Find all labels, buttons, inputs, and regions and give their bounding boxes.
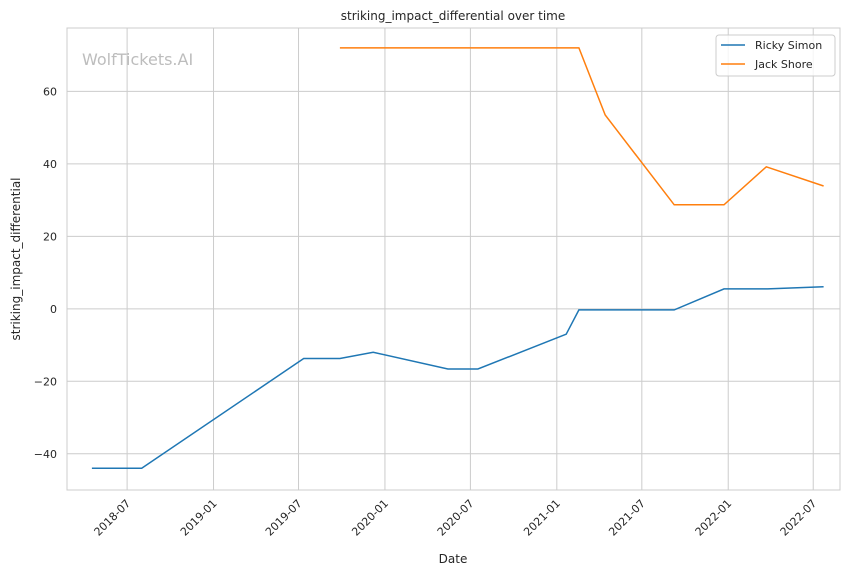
chart-title: striking_impact_differential over time	[341, 9, 566, 23]
y-tick-label: 60	[43, 85, 57, 98]
x-axis-label: Date	[439, 552, 468, 566]
x-tick-label: 2021-01	[521, 497, 563, 539]
watermark: WolfTickets.AI	[82, 50, 193, 69]
y-tick-label: 20	[43, 230, 57, 243]
legend-label-jack-shore: Jack Shore	[754, 58, 813, 71]
plot-frame	[66, 27, 841, 491]
legend: Ricky Simon Jack Shore	[715, 34, 836, 77]
y-tick-label: 0	[50, 303, 57, 316]
y-tick-label: 40	[43, 158, 57, 171]
y-axis-label: striking_impact_differential	[9, 177, 23, 340]
x-tick-label: 2019-07	[263, 497, 305, 539]
y-tick-label: −20	[34, 375, 57, 388]
x-tick-label: 2019-01	[178, 497, 220, 539]
series-line-ricky-simon	[91, 285, 824, 470]
x-tick-label: 2018-07	[92, 497, 134, 539]
x-tick-label: 2021-07	[606, 497, 648, 539]
legend-label-ricky-simon: Ricky Simon	[755, 39, 822, 52]
grid	[67, 28, 840, 490]
x-tick-label: 2022-01	[693, 497, 735, 539]
y-tick-label: −40	[34, 448, 57, 461]
series-line-jack-shore	[339, 47, 824, 206]
x-tick-label: 2020-01	[349, 497, 391, 539]
x-tick-label: 2022-07	[778, 497, 820, 539]
series-lines	[91, 47, 824, 470]
x-tick-label: 2020-07	[435, 497, 477, 539]
tick-labels: −40 −20 0 20 40 60 2018-07 2019-01 2019-07 2020-0…	[34, 85, 820, 538]
